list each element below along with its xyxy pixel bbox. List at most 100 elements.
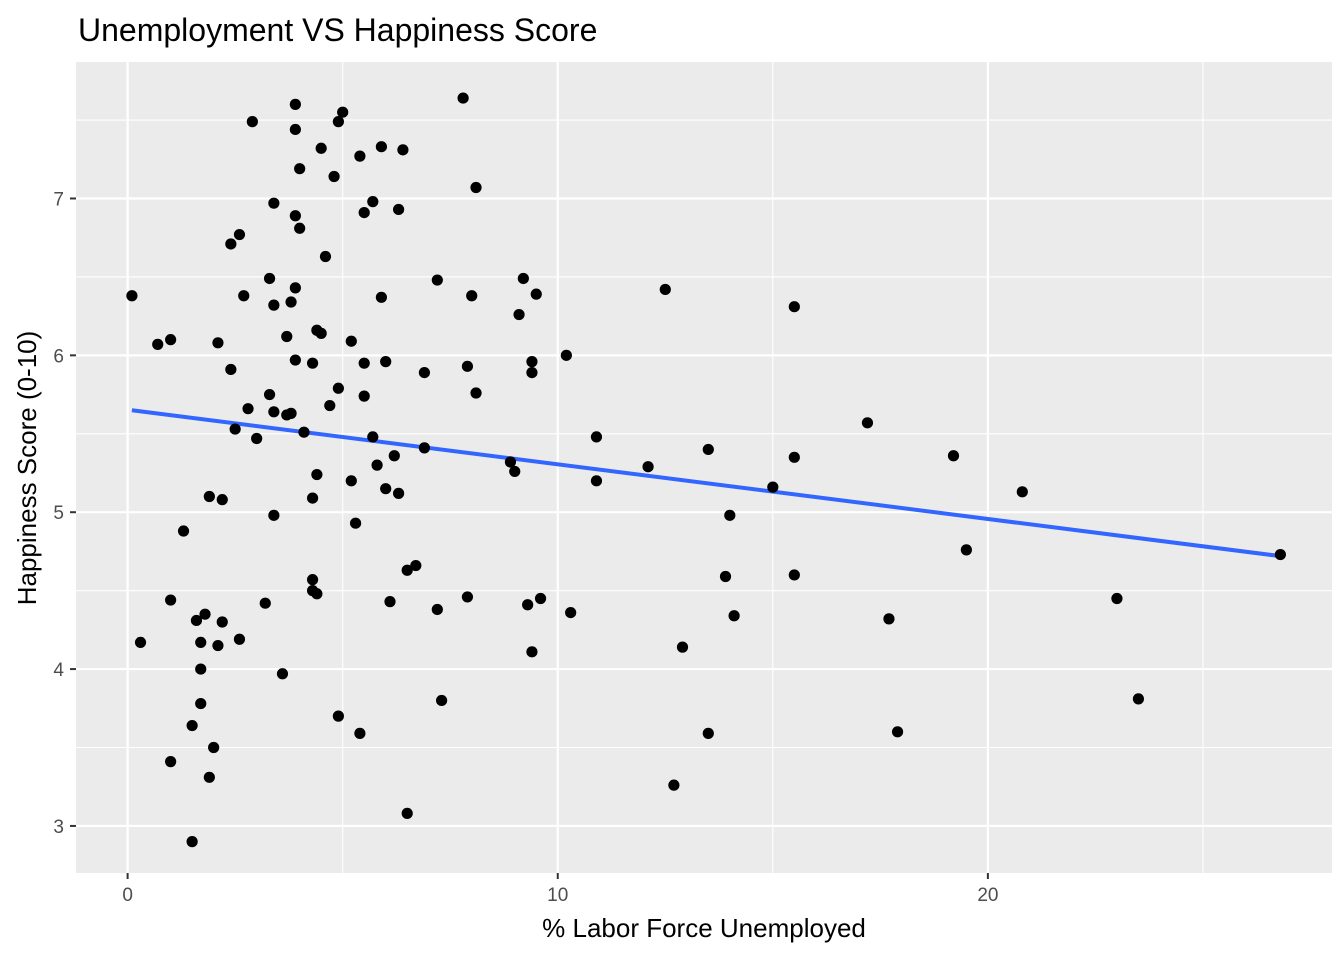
data-point: [960, 544, 972, 556]
data-point: [203, 771, 215, 783]
x-axis-title: % Labor Force Unemployed: [542, 913, 866, 943]
data-point: [298, 426, 310, 438]
trend-line: [131, 408, 1281, 559]
data-point: [195, 636, 207, 649]
data-point: [367, 431, 379, 443]
data-point: [358, 390, 370, 402]
data-point: [509, 465, 521, 478]
data-point: [285, 296, 297, 308]
data-point: [306, 357, 319, 369]
y-tick-label: 3: [53, 817, 64, 838]
data-point: [294, 163, 306, 175]
data-point: [947, 450, 960, 462]
data-point: [470, 181, 482, 194]
data-point: [719, 570, 732, 583]
data-point: [165, 334, 177, 346]
data-point: [238, 290, 250, 302]
y-tick-label: 6: [53, 346, 64, 367]
data-point: [203, 490, 215, 503]
data-point: [186, 719, 198, 732]
data-point: [534, 592, 547, 605]
data-point: [388, 450, 400, 462]
data-point: [676, 641, 689, 653]
data-point: [861, 417, 874, 429]
data-point: [268, 509, 280, 521]
data-point: [401, 807, 413, 819]
data-point: [457, 92, 469, 104]
data-point: [165, 756, 177, 768]
data-points: [126, 92, 1286, 848]
data-point: [289, 98, 301, 110]
data-point: [328, 170, 340, 183]
data-point: [358, 206, 370, 219]
data-point: [788, 451, 800, 463]
data-point: [431, 274, 443, 286]
data-point: [724, 509, 736, 521]
data-point: [311, 588, 323, 600]
x-tick-label: 10: [547, 885, 568, 906]
data-point: [315, 327, 327, 339]
x-tick-label: 20: [977, 885, 998, 906]
y-axis: 3 4 5 6 7: [53, 189, 76, 838]
data-point: [289, 354, 301, 366]
data-point: [311, 468, 323, 481]
data-point: [319, 250, 332, 263]
minor-grid: [76, 62, 1332, 873]
plot-panel: [76, 62, 1332, 873]
data-point: [590, 431, 603, 443]
data-point: [281, 330, 293, 343]
data-point: [212, 639, 224, 652]
data-point: [668, 779, 680, 791]
data-point: [208, 741, 220, 754]
data-point: [517, 272, 529, 285]
data-point: [345, 475, 357, 487]
data-point: [212, 337, 224, 349]
y-tick-label: 4: [53, 660, 64, 681]
data-point: [466, 290, 478, 302]
data-point: [242, 403, 254, 415]
data-point: [526, 646, 538, 658]
data-point: [560, 349, 572, 361]
data-point: [233, 633, 246, 645]
trend-line-layer: [131, 408, 1281, 559]
data-point: [263, 388, 276, 401]
data-point: [199, 608, 211, 620]
data-point: [216, 616, 228, 628]
major-grid: [76, 62, 1332, 873]
data-point: [767, 481, 779, 493]
data-point: [526, 366, 538, 379]
data-point: [195, 697, 207, 710]
data-point: [642, 461, 654, 473]
data-point: [289, 282, 301, 294]
data-point: [371, 459, 383, 471]
data-point: [1132, 693, 1145, 705]
data-point: [332, 116, 344, 128]
data-point: [401, 564, 413, 576]
data-point: [393, 487, 405, 499]
data-point: [530, 288, 542, 300]
data-point: [294, 222, 306, 234]
data-point: [513, 308, 525, 321]
data-point: [349, 517, 362, 529]
data-point: [565, 607, 577, 619]
x-axis: 0 10 20: [122, 873, 998, 906]
data-point: [152, 338, 164, 350]
data-point: [590, 475, 603, 487]
data-point: [375, 141, 387, 153]
data-point: [788, 301, 800, 313]
data-point: [461, 591, 474, 603]
chart-title: Unemployment VS Happiness Score: [78, 12, 597, 48]
data-point: [195, 663, 207, 675]
data-point: [358, 357, 370, 369]
data-point: [702, 727, 714, 739]
data-point: [461, 360, 474, 372]
data-point: [251, 432, 263, 445]
data-point: [504, 456, 517, 468]
data-point: [522, 599, 534, 611]
x-tick-label: 0: [122, 885, 133, 906]
data-point: [268, 197, 280, 209]
y-tick-label: 7: [53, 189, 64, 210]
data-point: [285, 407, 297, 419]
data-point: [268, 406, 280, 418]
data-point: [289, 210, 301, 222]
